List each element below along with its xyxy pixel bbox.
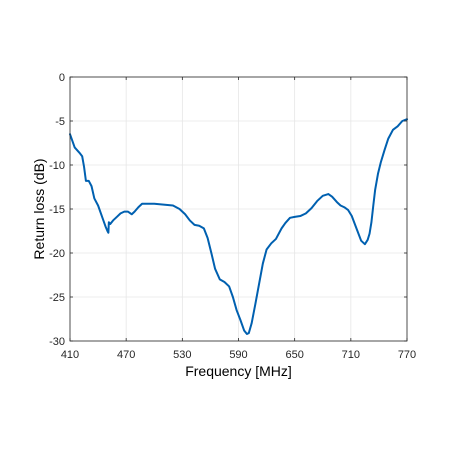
y-tick-label: -20 bbox=[49, 248, 65, 260]
x-tick-label: 590 bbox=[229, 349, 247, 361]
series-line bbox=[69, 118, 408, 335]
tick-marks bbox=[69, 76, 408, 342]
y-tick-label: -30 bbox=[49, 336, 65, 348]
y-tick-label: 0 bbox=[59, 72, 65, 84]
y-tick-label: -10 bbox=[49, 160, 65, 172]
series-group bbox=[69, 118, 408, 335]
x-tick-label: 410 bbox=[61, 349, 79, 361]
y-tick-label: -15 bbox=[49, 204, 65, 216]
y-axis-label: Return loss (dB) bbox=[31, 158, 47, 259]
x-tick-label: 470 bbox=[117, 349, 135, 361]
y-tick-label: -25 bbox=[49, 292, 65, 304]
x-axis-label: Frequency [MHz] bbox=[185, 363, 292, 379]
x-tick-label: 530 bbox=[173, 349, 191, 361]
x-tick-label: 650 bbox=[285, 349, 303, 361]
y-tick-label: -5 bbox=[55, 116, 65, 128]
x-tick-label: 770 bbox=[398, 349, 416, 361]
x-tick-label: 710 bbox=[342, 349, 360, 361]
tick-labels: 410 470 530 590 650 710 770 0 -5 -10 -15 -20 -25 -30 bbox=[49, 72, 416, 361]
